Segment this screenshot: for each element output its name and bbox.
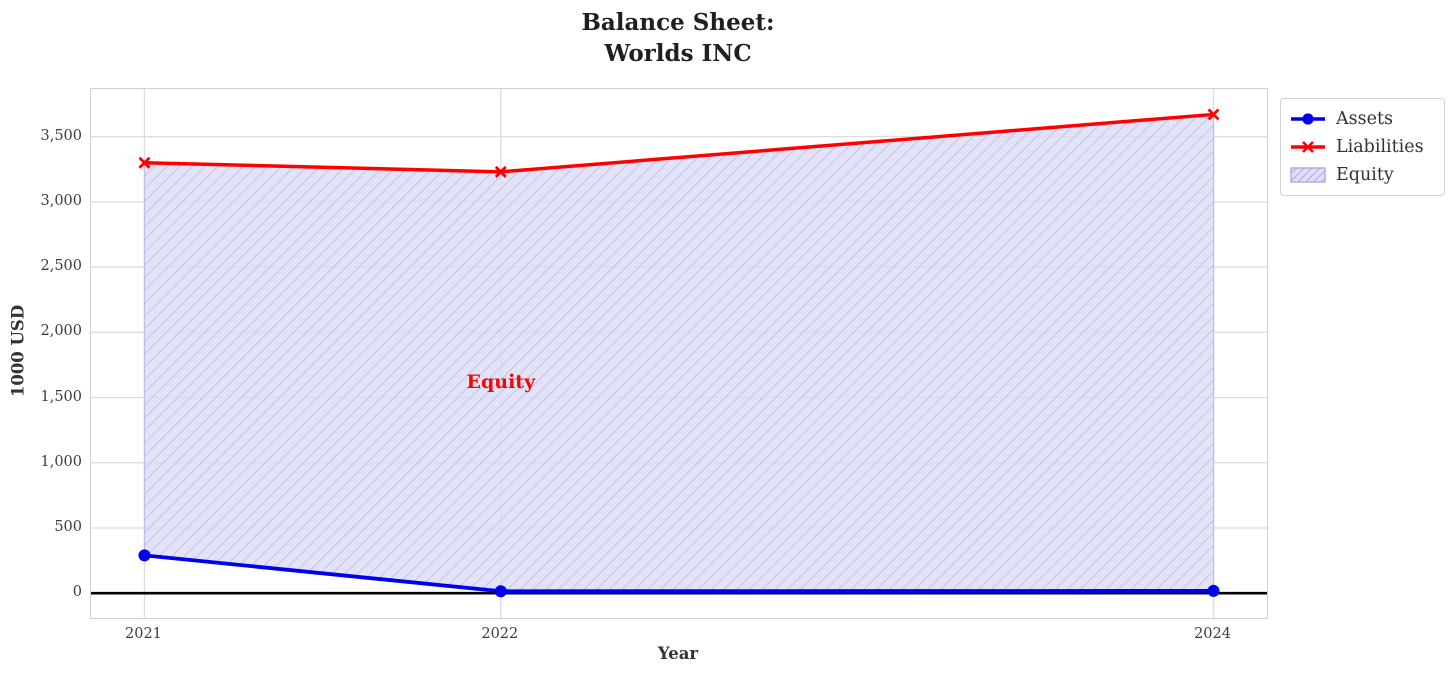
x-tick-label: 2021	[125, 626, 162, 642]
legend-label-assets: Assets	[1336, 109, 1393, 129]
y-axis-label: 1000 USD	[8, 304, 28, 398]
x-tick-label: 2024	[1194, 626, 1231, 642]
assets-swatch-marker	[1302, 113, 1314, 125]
x-tick-label: 2022	[481, 626, 519, 642]
legend-label-equity: Equity	[1336, 165, 1394, 185]
y-tick-label: 500	[54, 518, 82, 535]
assets-line-icon	[1291, 113, 1325, 125]
chart-title: Balance Sheet: Worlds INC	[90, 7, 1266, 69]
y-tick-label: 1,500	[40, 388, 82, 405]
plot-area: Equity	[90, 88, 1268, 619]
chart-title-line1: Balance Sheet:	[581, 9, 775, 36]
legend-item-assets: Assets	[1290, 105, 1434, 133]
chart-title-line2: Worlds INC	[604, 40, 752, 67]
liabilities-swatch-marker	[1302, 141, 1314, 153]
liabilities-line-icon	[1291, 141, 1325, 153]
y-tick-label: 2,500	[40, 258, 82, 275]
y-tick-label: 0	[72, 584, 82, 601]
equity-annotation: Equity	[466, 370, 536, 393]
legend: Assets Liabilities Equity	[1280, 98, 1445, 196]
chart-canvas	[91, 89, 1267, 618]
y-tick-label: 3,000	[40, 192, 82, 209]
y-tick-label: 1,000	[40, 453, 82, 470]
legend-item-liabilities: Liabilities	[1290, 133, 1434, 161]
y-tick-label: 2,000	[40, 323, 82, 340]
x-axis-label: Year	[657, 644, 699, 663]
y-tick-label: 3,500	[40, 127, 82, 144]
legend-label-liabilities: Liabilities	[1336, 137, 1424, 157]
legend-item-equity: Equity	[1290, 161, 1434, 189]
equity-patch-icon	[1290, 167, 1326, 183]
equity-swatch-border	[1290, 167, 1326, 183]
